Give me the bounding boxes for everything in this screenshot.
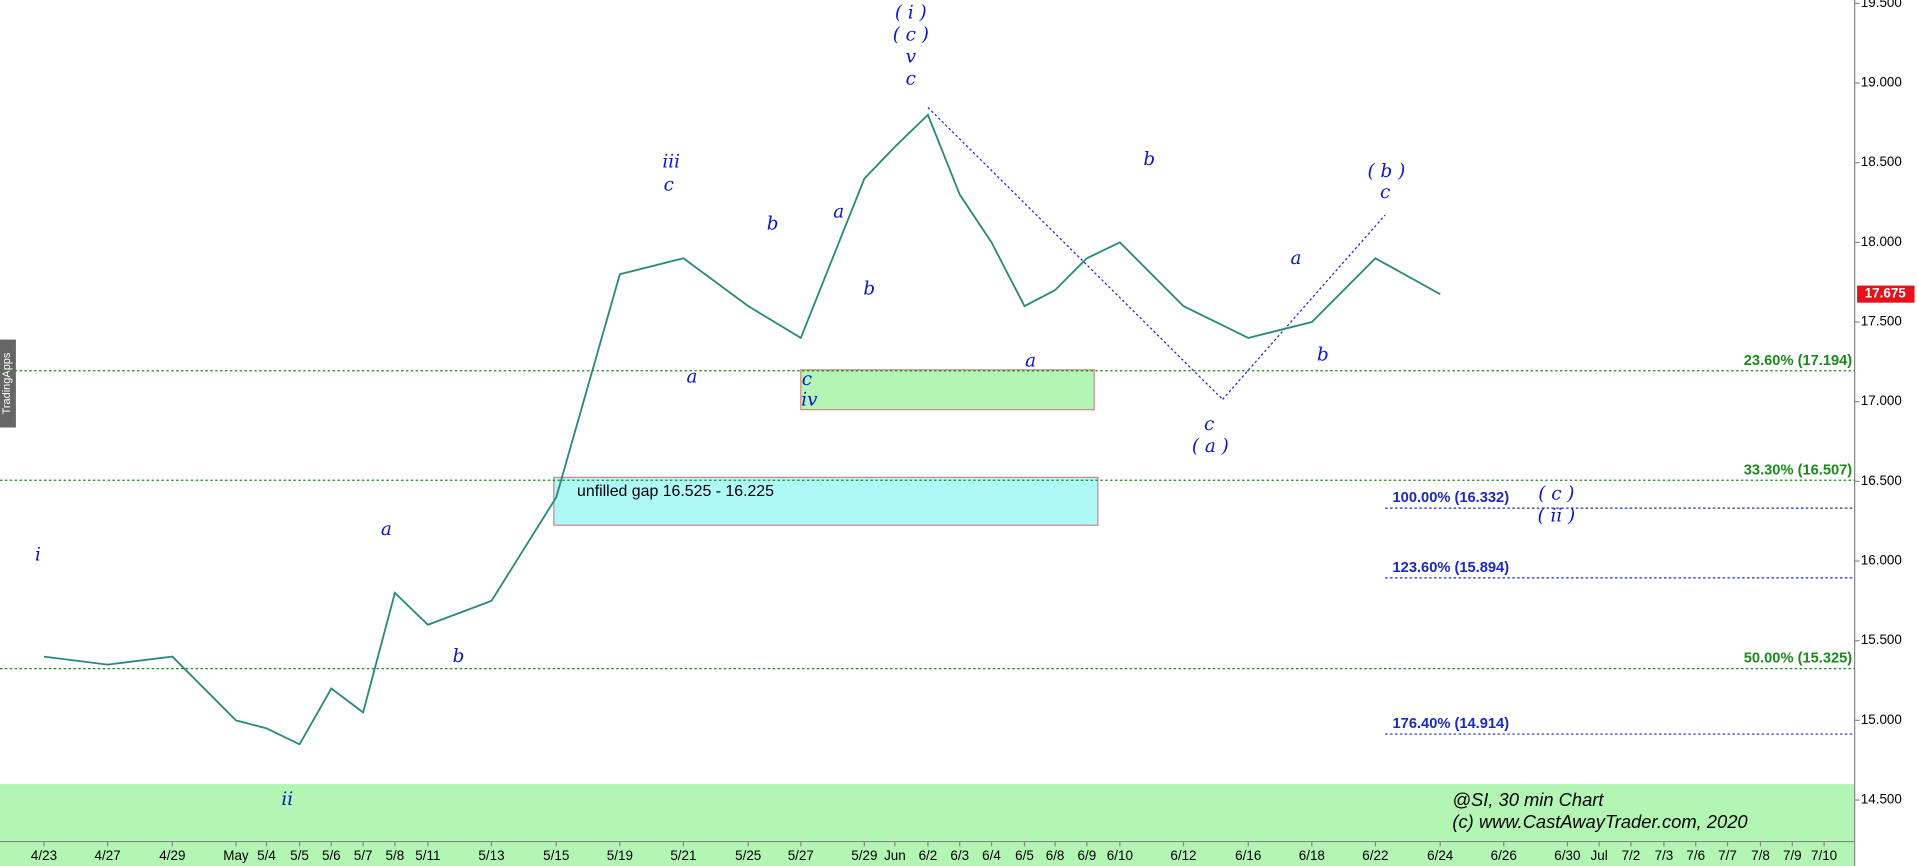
x-tick-label: 6/30 [1554, 848, 1580, 863]
wave-label: a [1025, 351, 1036, 372]
side-tab-label[interactable]: TradingApps [1, 352, 13, 414]
fib-label: 123.60% (15.894) [1393, 560, 1510, 576]
wave-label: a [1290, 248, 1301, 269]
x-tick-label: 6/8 [1046, 848, 1065, 863]
wave-label: a [381, 519, 392, 540]
x-tick-label: 5/19 [607, 848, 633, 863]
y-tick-label: 15.500 [1861, 632, 1902, 647]
chart-subtitle: (c) www.CastAwayTrader.com, 2020 [1452, 811, 1748, 832]
y-tick-label: 17.000 [1861, 393, 1902, 408]
wave-label: iv [801, 390, 818, 411]
y-tick-label: 17.500 [1861, 314, 1902, 329]
x-tick-label: 7/10 [1811, 848, 1837, 863]
x-tick-label: 6/4 [982, 848, 1001, 863]
wave-label: b [863, 278, 875, 299]
x-tick-label: 7/7 [1718, 848, 1737, 863]
wave-label: c [802, 369, 812, 390]
x-tick-label: 6/9 [1078, 848, 1097, 863]
y-tick-label: 19.000 [1861, 75, 1902, 90]
wave-label: b [1143, 149, 1155, 170]
wave-line [1222, 214, 1386, 400]
wave-label: ii [281, 789, 293, 810]
zone [800, 369, 1095, 411]
x-tick-label: 7/3 [1655, 848, 1674, 863]
x-tick-label: 6/10 [1107, 848, 1133, 863]
side-tab[interactable] [0, 339, 16, 428]
x-tick-label: 4/29 [159, 848, 185, 863]
x-tick-label: 5/6 [322, 848, 341, 863]
x-tick-label: Jul [1591, 848, 1608, 863]
x-tick-label: 5/25 [735, 848, 761, 863]
x-tick-label: 6/18 [1299, 848, 1325, 863]
x-tick-label: 5/8 [386, 848, 405, 863]
x-tick-label: 5/27 [788, 848, 814, 863]
wave-label: ( a ) [1192, 436, 1229, 457]
y-tick-label: 15.000 [1861, 712, 1902, 727]
wave-label: i [35, 545, 41, 566]
x-tick-label: 5/15 [543, 848, 569, 863]
x-tick-label: Jun [884, 848, 906, 863]
x-tick-label: 4/23 [31, 848, 57, 863]
wave-label: v [906, 46, 917, 67]
fib-label: 33.30% (16.507) [1744, 462, 1853, 478]
y-tick-label: 16.000 [1861, 553, 1902, 568]
x-tick-label: 5/21 [670, 848, 696, 863]
x-tick-label: May [223, 848, 249, 863]
y-tick-label: 19.500 [1861, 0, 1902, 10]
x-tick-label: 5/5 [290, 848, 309, 863]
wave-label: ( i ) [895, 2, 927, 23]
x-tick-label: 5/7 [354, 848, 373, 863]
y-tick-label: 18.500 [1861, 154, 1902, 169]
y-tick-label: 18.000 [1861, 234, 1902, 249]
x-tick-label: 5/13 [478, 848, 504, 863]
wave-label: c [1380, 182, 1390, 203]
x-tick-label: 5/11 [415, 848, 440, 863]
x-tick-label: 6/16 [1235, 848, 1261, 863]
wave-label: a [833, 202, 844, 223]
wave-label: c [664, 175, 674, 196]
x-tick-label: 7/6 [1686, 848, 1705, 863]
fib-label: 23.60% (17.194) [1744, 353, 1853, 369]
fib-label: 100.00% (16.332) [1393, 490, 1510, 506]
wave-label: ( ii ) [1537, 506, 1575, 527]
wave-label: c [1204, 414, 1214, 435]
x-tick-label: 7/2 [1622, 848, 1641, 863]
y-tick-label: 14.500 [1861, 792, 1902, 807]
x-tick-label: 6/22 [1362, 848, 1388, 863]
price-line [43, 113, 1441, 746]
price-badge [1857, 285, 1915, 303]
x-tick-label: 6/5 [1015, 848, 1034, 863]
x-tick-label: 6/2 [919, 848, 938, 863]
wave-label: b [1317, 344, 1329, 365]
wave-label: ( c ) [893, 24, 929, 45]
x-tick-label: 4/27 [95, 848, 121, 863]
zone [0, 784, 1855, 866]
fib-label: 176.40% (14.914) [1393, 716, 1510, 732]
wave-label: iii [662, 151, 680, 172]
fib-label: 50.00% (15.325) [1744, 651, 1853, 667]
x-tick-label: 7/9 [1783, 848, 1802, 863]
y-tick-label: 16.500 [1861, 473, 1902, 488]
zone [553, 476, 1099, 526]
x-tick-label: 6/26 [1491, 848, 1517, 863]
x-tick-label: 6/12 [1170, 848, 1196, 863]
wave-label: b [767, 214, 779, 235]
x-tick-label: 5/4 [257, 848, 276, 863]
x-tick-label: 6/24 [1427, 848, 1454, 863]
price-badge-label: 17.675 [1865, 286, 1907, 301]
wave-label: c [906, 68, 916, 89]
wave-label: ( b ) [1368, 161, 1406, 182]
x-tick-label: 7/8 [1751, 848, 1770, 863]
wave-label: b [453, 646, 465, 667]
chart-title: @SI, 30 min Chart [1452, 789, 1604, 810]
zone-label: unfilled gap 16.525 - 16.225 [577, 483, 774, 500]
wave-label: a [687, 366, 698, 387]
x-tick-label: 5/29 [851, 848, 877, 863]
x-tick-label: 6/3 [950, 848, 969, 863]
wave-line [927, 107, 1224, 400]
wave-label: ( c ) [1538, 484, 1574, 505]
